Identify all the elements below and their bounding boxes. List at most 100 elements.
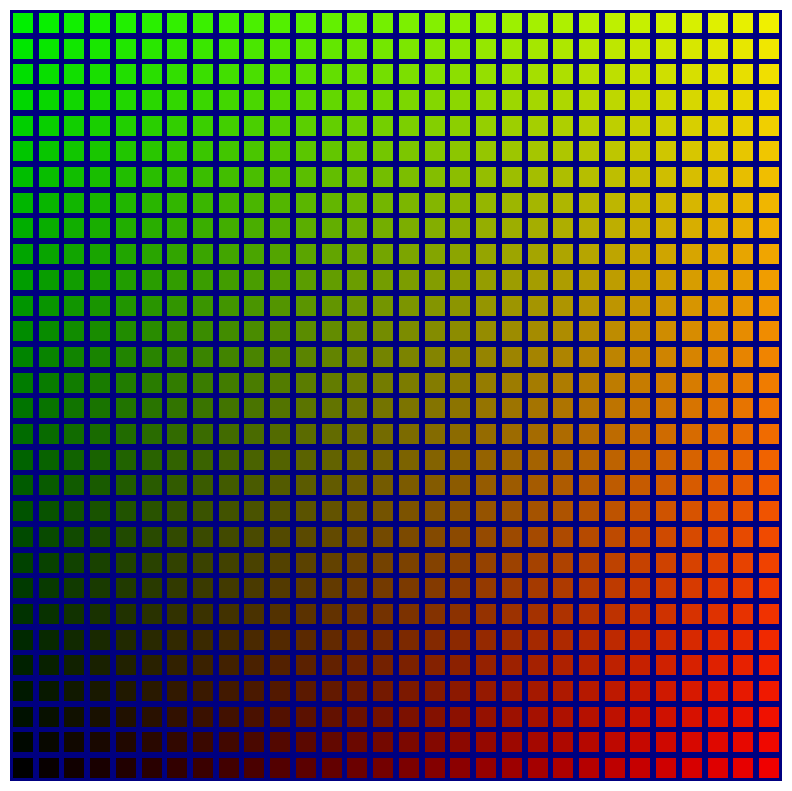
heatmap-cell [193,141,213,162]
heatmap-cell [733,167,754,188]
heatmap-cell [424,706,445,727]
heatmap-cell [321,552,342,573]
heatmap-cell [373,398,394,419]
heatmap-cell [450,321,471,342]
heatmap-cell [321,167,342,188]
heatmap-cell [218,449,239,470]
heatmap-cell [270,269,291,290]
heatmap-cell [141,115,162,136]
heatmap-cell [579,758,599,779]
heatmap-cell [733,192,754,213]
heatmap-cell [759,449,780,470]
heatmap-cell [476,372,497,393]
heatmap-cell [115,655,136,676]
heatmap-cell-grid [10,10,782,781]
heatmap-cell [759,141,780,162]
heatmap-cell [553,501,574,522]
heatmap-cell [630,346,651,367]
heatmap-cell [656,398,677,419]
heatmap-cell [38,501,59,522]
heatmap-cell [141,552,162,573]
heatmap-cell [38,141,59,162]
heatmap-cell [527,603,548,624]
heatmap-cell [630,732,651,753]
heatmap-cell [527,501,548,522]
heatmap-cell [373,167,394,188]
heatmap-cell [733,372,754,393]
heatmap-cell [167,244,188,265]
heatmap-cell [218,321,239,342]
heatmap-cell [321,475,342,496]
heatmap-cell [270,141,291,162]
heatmap-cell [321,218,342,239]
heatmap-cell [295,501,316,522]
heatmap-cell [733,244,754,265]
heatmap-cell [167,449,188,470]
heatmap-cell [681,167,702,188]
heatmap-cell [218,732,239,753]
heatmap-cell [604,192,625,213]
heatmap-cell [64,398,85,419]
heatmap-cell [90,64,111,85]
heatmap-cell [295,706,316,727]
heatmap-cell [476,501,497,522]
heatmap-cell [218,629,239,650]
heatmap-cell [347,244,368,265]
heatmap-cell [707,424,728,445]
heatmap-cell [64,244,85,265]
heatmap-cell [733,526,754,547]
heatmap-cell [244,321,265,342]
heatmap-cell [398,64,419,85]
heatmap-cell [373,501,394,522]
heatmap-cell [167,192,188,213]
heatmap-cell [141,346,162,367]
heatmap-cell [347,758,368,779]
heatmap-cell [38,244,59,265]
heatmap-cell [141,64,162,85]
heatmap-cell [347,167,368,188]
heatmap-cell [450,655,471,676]
heatmap-cell [527,398,548,419]
heatmap-cell [424,424,445,445]
heatmap-cell [424,372,445,393]
heatmap-cell [501,526,522,547]
heatmap-cell [450,603,471,624]
heatmap-cell [501,115,522,136]
heatmap-cell [115,321,136,342]
heatmap-cell [733,449,754,470]
heatmap-cell [12,424,33,445]
heatmap-cell [244,89,265,110]
heatmap-cell [759,501,780,522]
heatmap-cell [527,681,548,702]
heatmap-cell [218,398,239,419]
heatmap-cell [218,218,239,239]
heatmap-cell [604,398,625,419]
heatmap-cell [579,141,599,162]
heatmap-cell [64,12,85,33]
heatmap-cell [759,38,780,59]
heatmap-cell [527,578,548,599]
heatmap-cell [244,578,265,599]
heatmap-cell [193,655,213,676]
heatmap-cell [630,192,651,213]
heatmap-cell [167,578,188,599]
heatmap-cell [295,167,316,188]
heatmap-cell [218,89,239,110]
heatmap-cell [681,629,702,650]
heatmap-cell [527,12,548,33]
heatmap-cell [64,89,85,110]
heatmap-cell [167,115,188,136]
heatmap-cell [115,295,136,316]
heatmap-cell [244,706,265,727]
heatmap-cell [64,372,85,393]
heatmap-cell [167,655,188,676]
heatmap-cell [630,706,651,727]
heatmap-cell [476,629,497,650]
heatmap-cell [656,64,677,85]
heatmap-cell [759,424,780,445]
heatmap-cell [373,321,394,342]
heatmap-cell [244,732,265,753]
heatmap-cell [115,398,136,419]
heatmap-cell [604,424,625,445]
heatmap-cell [373,372,394,393]
